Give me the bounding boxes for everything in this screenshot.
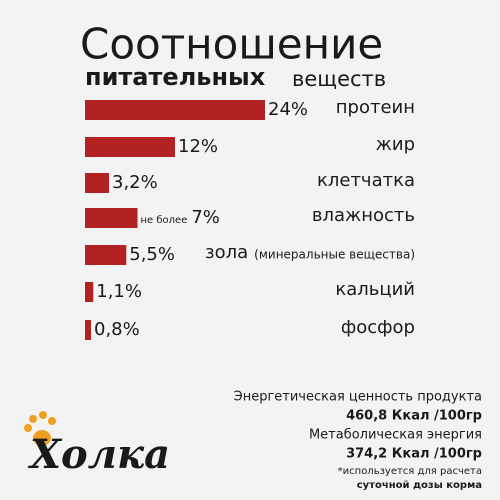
footer-text: 460,8 Ккал /100гр (346, 409, 482, 424)
chart-title: Соотношение (80, 20, 383, 69)
paw-toe (48, 417, 56, 425)
bar (85, 100, 265, 120)
subtitle-bold: питательных (85, 63, 266, 91)
bar (85, 245, 127, 265)
footer-text: Метаболическая энергия (309, 428, 482, 443)
category-label: протеин (336, 97, 415, 118)
subtitle: веществ (292, 67, 386, 91)
value-label: 1,1% (96, 281, 142, 302)
footer-text: *используется для расчета (338, 466, 482, 477)
value-label: 5,5% (129, 244, 175, 265)
bar (85, 208, 138, 228)
brand: Холка (27, 431, 170, 478)
footer-text: 374,2 Ккал /100гр (346, 447, 482, 462)
value-prefix: не более (141, 215, 188, 226)
value-label: 0,8% (94, 319, 140, 340)
category-label: кальций (335, 279, 415, 300)
value-label: 3,2% (112, 172, 158, 193)
bar (85, 173, 109, 193)
paw-toe (39, 411, 47, 419)
value-label: 7% (191, 207, 220, 228)
category-label: клетчатка (317, 170, 415, 191)
footer-text: суточной дозы корма (357, 480, 482, 491)
category-label: фосфор (341, 317, 415, 338)
category-label: влажность (312, 205, 415, 226)
bar (85, 320, 91, 340)
category-note: (минеральные вещества) (254, 248, 415, 262)
category-label: зола (205, 242, 248, 263)
logo: Холка (24, 411, 170, 478)
paw-pad (33, 430, 51, 446)
footer-text: Энергетическая ценность продукта (234, 390, 482, 405)
value-label: 24% (268, 99, 308, 120)
value-label: 12% (178, 136, 218, 157)
paw-toe (29, 415, 37, 423)
paw-toe (24, 424, 32, 432)
bar (85, 282, 94, 302)
category-label: жир (376, 134, 415, 155)
bar (85, 137, 175, 157)
